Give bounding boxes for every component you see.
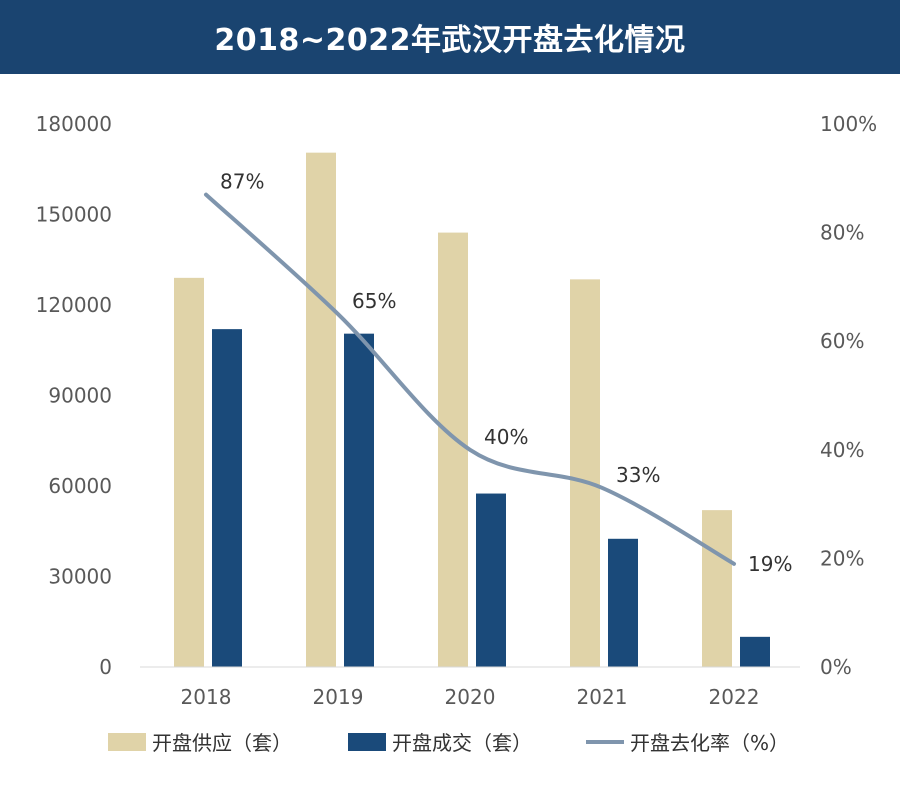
left-tick-label: 90000 [48,384,112,408]
left-axis: 0 30000 60000 90000 120000 150000 180000 [36,112,112,679]
legend-supply-swatch [108,733,146,751]
x-tick-label: 2019 [313,685,364,709]
rate-data-label: 40% [484,425,528,449]
deals-bar [344,333,374,667]
rate-line [204,192,736,566]
legend: 开盘供应（套） 开盘成交（套） 开盘去化率（%） [108,731,789,755]
title-bar: 2018~2022年武汉开盘去化情况 [0,0,900,74]
rate-data-label: 87% [220,170,264,194]
legend-deals-swatch [348,733,386,751]
x-tick-label: 2021 [577,685,628,709]
x-tick-label: 2020 [445,685,496,709]
rate-data-label: 19% [748,552,792,576]
right-tick-label: 40% [820,438,864,462]
rate-data-label: 65% [352,289,396,313]
right-tick-label: 20% [820,546,864,570]
supply-bar [306,152,336,668]
right-tick-label: 0% [820,655,852,679]
rate-data-label: 33% [616,463,660,487]
left-tick-label: 0 [99,655,112,679]
x-axis: 2018 2019 2020 2021 2022 [181,685,760,709]
bars [174,152,770,668]
right-tick-label: 80% [820,221,864,245]
x-tick-label: 2022 [709,685,760,709]
combo-chart: 0 30000 60000 90000 120000 150000 180000 0% 20%… [36,112,878,755]
supply-bar [438,232,468,667]
supply-bar [570,279,600,667]
deals-bar [740,636,770,667]
left-tick-label: 30000 [48,565,112,589]
left-tick-label: 180000 [36,112,112,136]
right-axis: 0% 20% 40% 60% 80% 100% [820,112,877,679]
left-tick-label: 120000 [36,293,112,317]
right-tick-label: 100% [820,112,877,136]
right-tick-label: 60% [820,329,864,353]
supply-bar [702,510,732,667]
left-tick-label: 60000 [48,474,112,498]
x-tick-label: 2018 [181,685,232,709]
deals-bar [212,329,242,667]
legend-supply-label: 开盘供应（套） [152,731,292,755]
data-labels: 87% 65% 40% 33% 19% [220,170,792,576]
left-tick-label: 150000 [36,203,112,227]
legend-rate-label: 开盘去化率（%） [630,731,789,755]
supply-bar [174,277,204,667]
deals-bar [476,493,506,667]
deals-bar [608,538,638,667]
chart-title: 2018~2022年武汉开盘去化情况 [214,23,686,58]
rate-line-path [204,192,736,566]
legend-deals-label: 开盘成交（套） [392,731,532,755]
